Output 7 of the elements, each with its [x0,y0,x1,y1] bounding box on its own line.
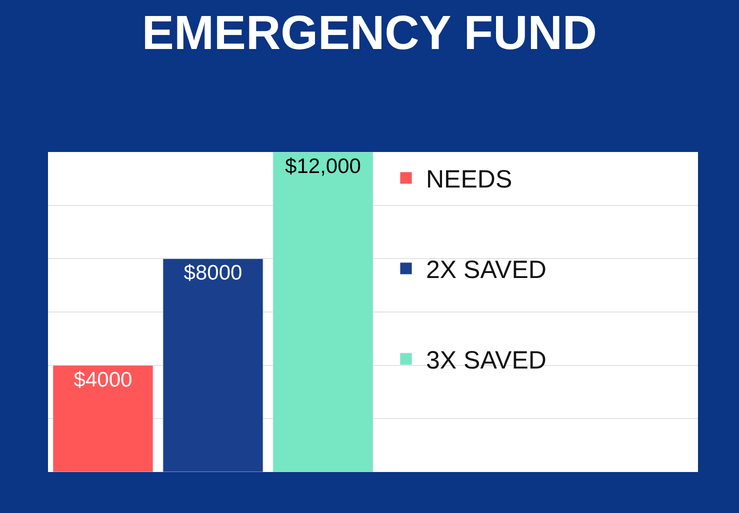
data-label: $12,000 [285,155,361,178]
legend-label: 2X SAVED [426,256,546,284]
legend-label: 3X SAVED [426,346,546,375]
data-label: $8000 [184,262,242,285]
data-label: $4000 [74,368,132,392]
legend-label: NEEDS [426,166,512,194]
chart-title: EMERGENCY FUND [142,6,598,60]
